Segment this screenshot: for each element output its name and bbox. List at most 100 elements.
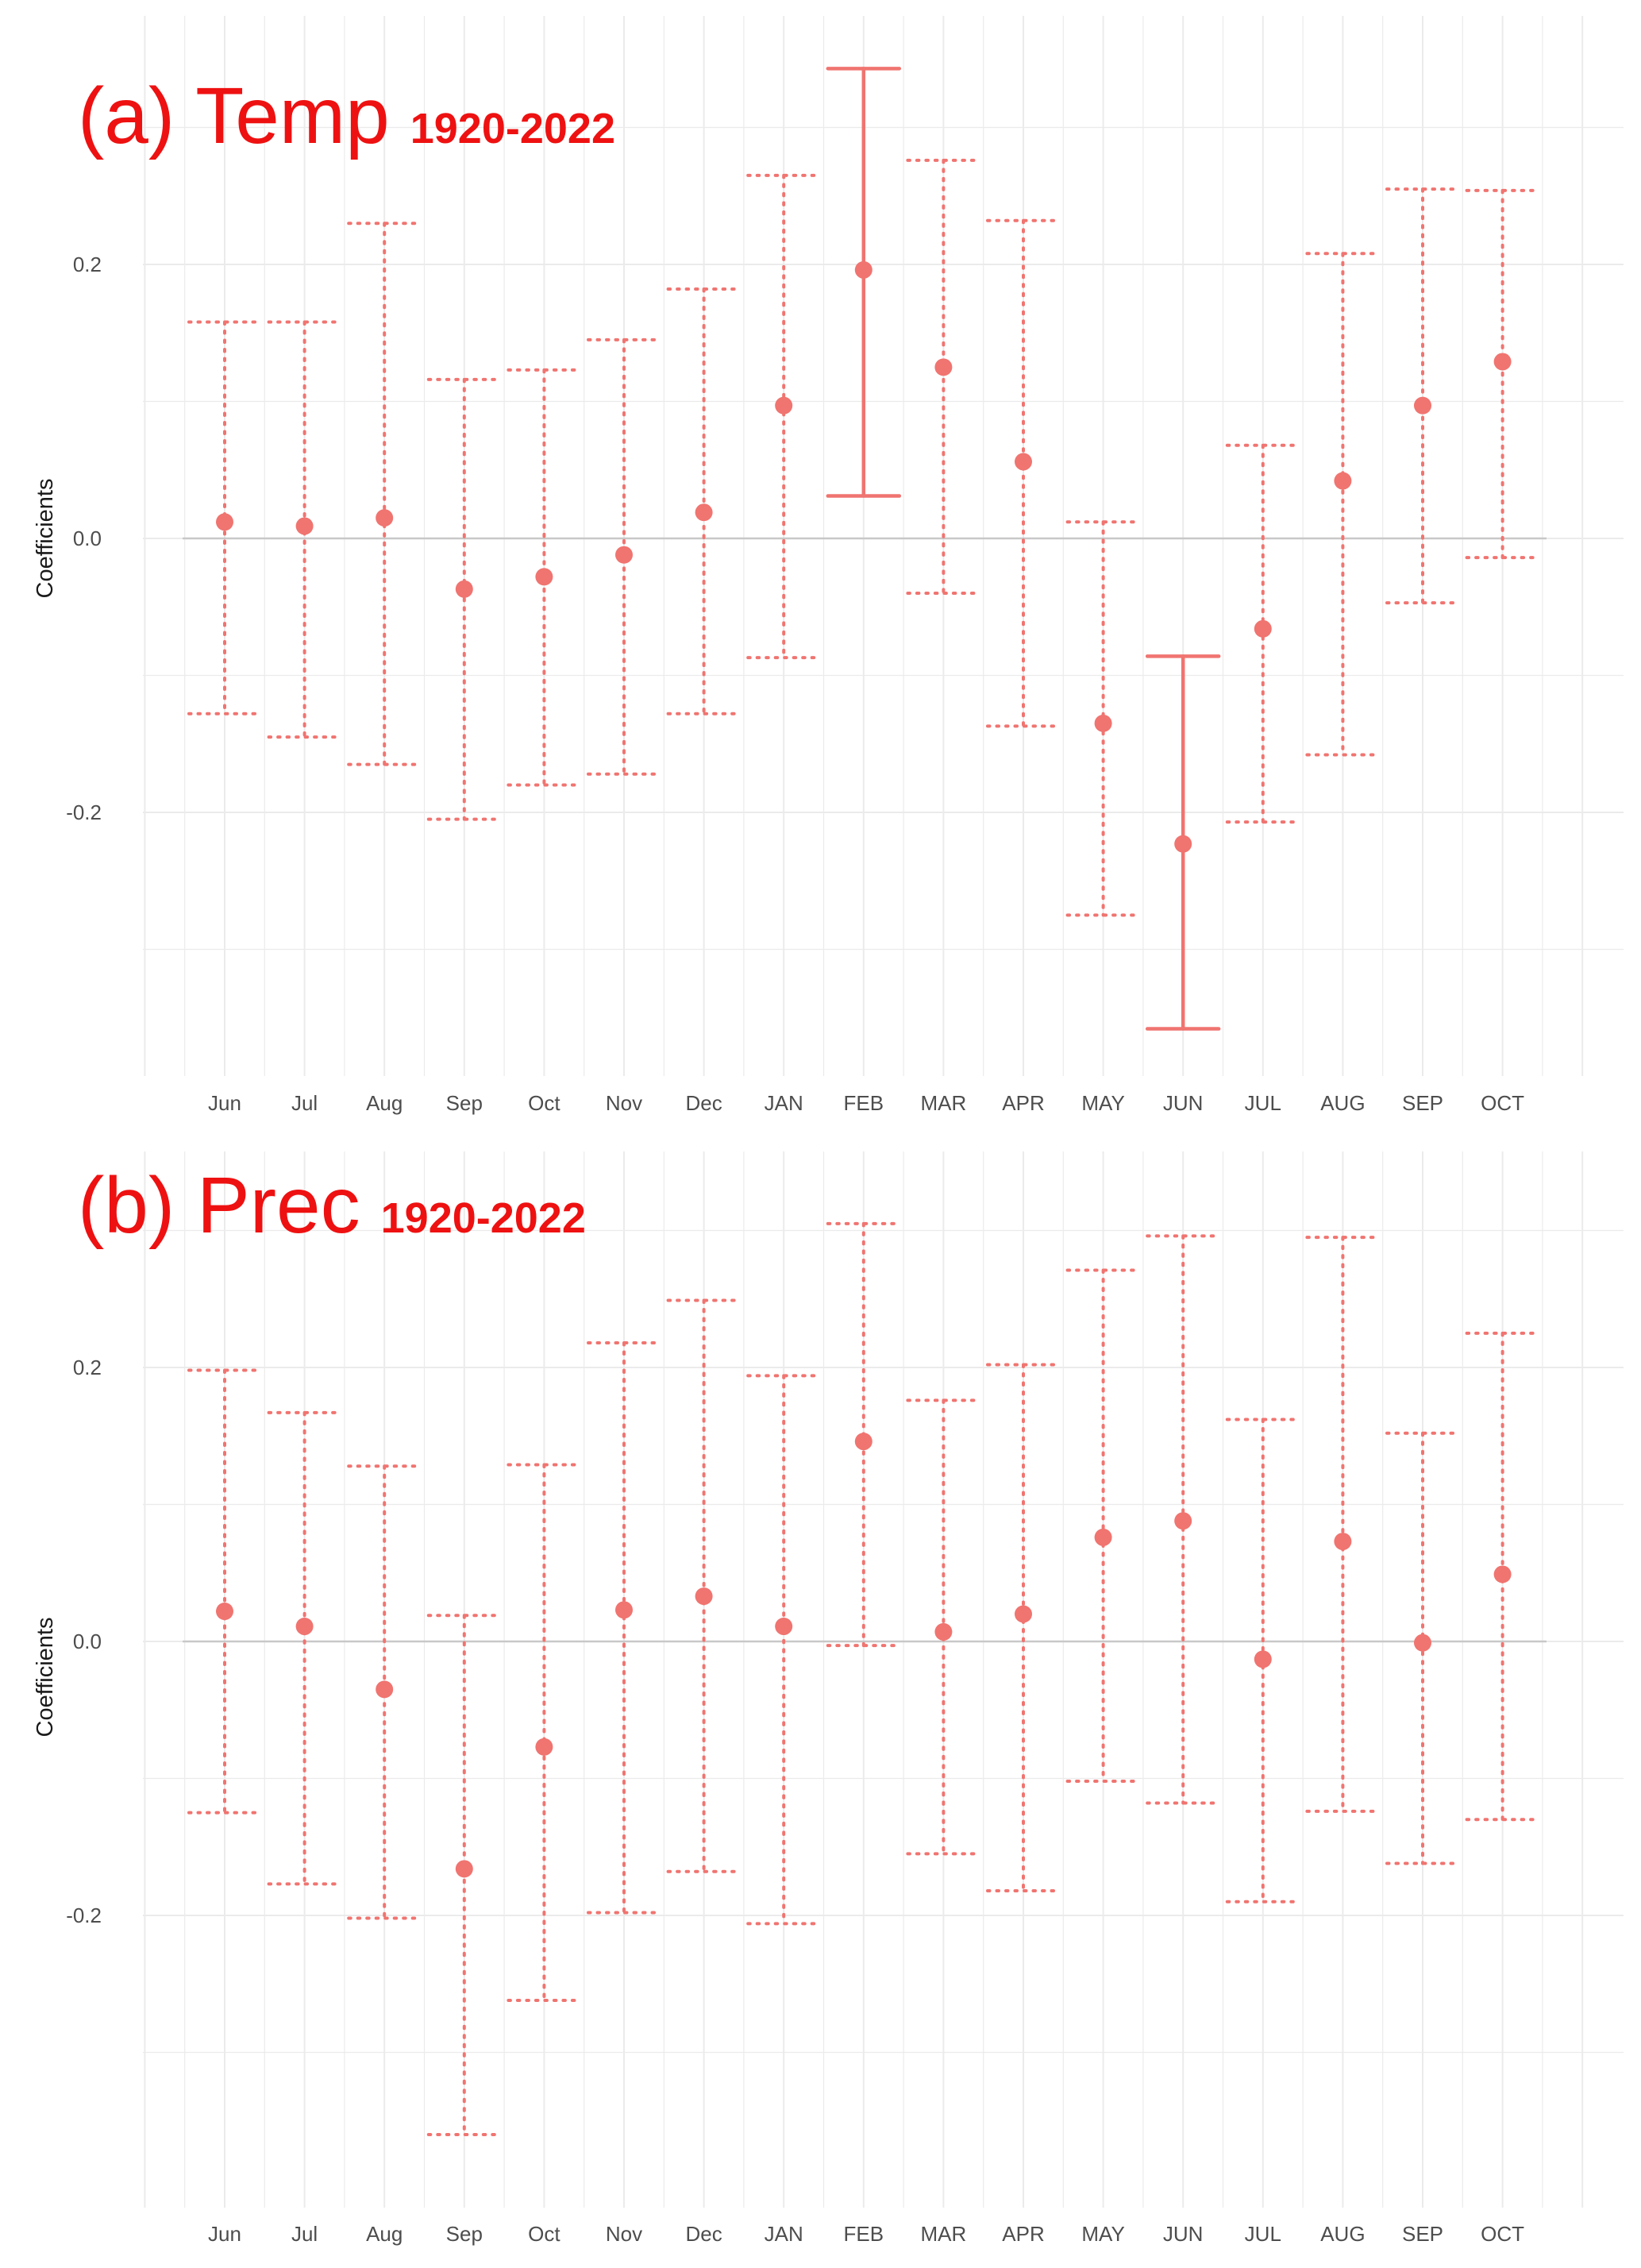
data-point (1334, 472, 1352, 490)
data-point (535, 1738, 553, 1756)
x-tick-label: MAY (1081, 1091, 1124, 1115)
error-bar (507, 368, 582, 787)
data-point (455, 580, 473, 598)
error-bar (1465, 1331, 1540, 1822)
x-tick-label: Aug (366, 1091, 403, 1115)
data-point (695, 503, 713, 522)
x-tick-label: AUG (1320, 1091, 1365, 1115)
x-tick-label: Aug (366, 2222, 403, 2246)
data-point (455, 1860, 473, 1878)
error-bar (347, 222, 422, 766)
error-bar (587, 1340, 661, 1915)
panel-a-title-sub: 1920-2022 (410, 105, 615, 152)
error-bar (1385, 1431, 1460, 1865)
panel-a-temp: 0.2 0.0 -0.2 Jun Jul Aug Sep Oct Nov Dec JAN FEB MA… (33, 16, 1624, 1115)
data-point (1015, 1605, 1032, 1623)
data-point (1414, 1634, 1431, 1652)
panel-a-title: (a) Temp 1920-2022 (78, 71, 615, 160)
x-tick-label: Nov (606, 1091, 642, 1115)
data-point (695, 1587, 713, 1606)
data-point (775, 396, 793, 415)
panel-b-title-sub: 1920-2022 (381, 1194, 586, 1242)
error-bar (1465, 188, 1540, 560)
x-tick-label: APR (1002, 2222, 1044, 2246)
error-bar (1225, 1418, 1300, 1904)
y-tick-label: 0.2 (73, 1356, 102, 1379)
x-tick-label: JUL (1245, 1091, 1281, 1115)
data-point (615, 546, 633, 564)
x-tick-label: AUG (1320, 2222, 1365, 2246)
error-bar (267, 320, 342, 739)
x-tick-label: SEP (1402, 1091, 1443, 1115)
y-tick-label: 0.0 (73, 526, 102, 550)
error-bar (426, 377, 502, 821)
x-tick-label: Jun (208, 1091, 241, 1115)
data-point (854, 260, 873, 279)
y-tick-label: -0.2 (66, 1904, 102, 1927)
data-point (775, 1618, 793, 1636)
x-tick-label: Jul (291, 2222, 318, 2246)
x-tick-label: OCT (1481, 1091, 1524, 1115)
data-point (1493, 1565, 1512, 1583)
data-point (295, 1618, 314, 1636)
error-bar (1305, 1236, 1381, 1813)
x-tick-label: Jul (291, 1091, 318, 1115)
x-tick-label: MAR (921, 1091, 967, 1115)
x-tick-label: JUN (1163, 2222, 1204, 2246)
y-tick-label: -0.2 (66, 800, 102, 824)
error-bar (507, 1463, 582, 2002)
error-bar (1065, 520, 1141, 917)
data-point (1414, 396, 1431, 415)
x-tick-label: Dec (685, 2222, 722, 2246)
error-bar (906, 1398, 981, 1856)
error-bar (666, 287, 742, 716)
data-point (854, 1433, 873, 1451)
data-point (535, 568, 553, 586)
x-tick-label: MAY (1081, 2222, 1124, 2246)
data-point (1493, 353, 1512, 371)
x-tick-label: Dec (685, 1091, 722, 1115)
error-bar (267, 1410, 342, 1886)
x-tick-label: Oct (528, 2222, 560, 2246)
error-bar (587, 338, 661, 776)
data-point (1174, 835, 1192, 853)
error-bar (746, 1374, 822, 1926)
error-bar (1305, 252, 1381, 757)
error-bar (986, 218, 1061, 728)
error-bar (906, 158, 981, 595)
x-tick-label: FEB (844, 1091, 884, 1115)
y-tick-label: 0.0 (73, 1630, 102, 1653)
x-tick-label: JAN (765, 1091, 803, 1115)
x-tick-label: OCT (1481, 2222, 1524, 2246)
data-point (216, 513, 233, 531)
panel-b-title-main: (b) Prec (78, 1161, 360, 1250)
data-point (295, 517, 314, 535)
panel-b-title: (b) Prec 1920-2022 (78, 1161, 586, 1250)
error-bar (1225, 443, 1300, 824)
y-tick-label: 0.2 (73, 253, 102, 276)
error-bar (826, 67, 902, 498)
error-bar (426, 1614, 502, 2136)
x-tick-label: Sep (446, 1091, 483, 1115)
data-point (216, 1603, 233, 1621)
panel-b-ylabel: Coefficients (33, 1618, 58, 1738)
data-point (1334, 1533, 1352, 1551)
data-point (376, 509, 394, 527)
data-point (615, 1601, 633, 1619)
x-tick-label: APR (1002, 1091, 1044, 1115)
x-tick-label: Oct (528, 1091, 560, 1115)
data-point (1094, 1528, 1112, 1546)
x-tick-label: Nov (606, 2222, 642, 2246)
data-point (934, 1622, 953, 1641)
error-bar (666, 1298, 742, 1873)
data-point (1094, 714, 1112, 732)
error-bar (1385, 187, 1460, 605)
panel-b-prec: 0.2 0.0 -0.2 Jun Jul Aug Sep Oct Nov Dec JAN FEB MA… (33, 1151, 1624, 2246)
x-tick-label: MAR (921, 2222, 967, 2246)
data-point (1015, 453, 1032, 471)
x-tick-label: JAN (765, 2222, 803, 2246)
error-bar (746, 173, 822, 660)
error-bar (187, 320, 262, 716)
data-point (376, 1680, 394, 1699)
